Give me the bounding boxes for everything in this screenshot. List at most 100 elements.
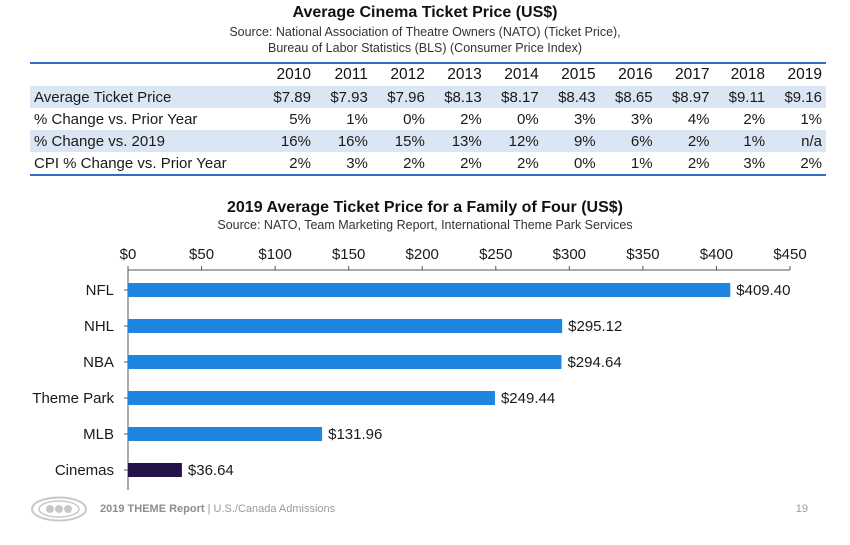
bar-nhl [128, 319, 563, 333]
table-header-row: 2010 2011 2012 2013 2014 2015 2016 2017 … [30, 63, 826, 86]
year-header: 2010 [276, 66, 311, 83]
bar-nfl [128, 283, 731, 297]
category-label: NHL [84, 318, 114, 335]
year-header: 2019 [787, 66, 822, 83]
table-title: Average Cinema Ticket Price (US$) [292, 4, 558, 21]
table-cell: $7.89 [258, 86, 315, 108]
table-cell: 2% [743, 110, 766, 128]
table-row: % Change vs. 2019 16% 16% 15% 13% 12% 9% 6% 2% 1%… [30, 130, 826, 152]
table-cell: 12% [485, 130, 543, 152]
x-tick-label: $200 [406, 246, 439, 263]
x-tick-label: $450 [773, 246, 806, 263]
table-cell: $7.96 [371, 86, 429, 108]
table-cell: 1% [346, 110, 368, 128]
data-label: $36.64 [188, 462, 234, 479]
x-tick-label: $150 [332, 246, 365, 263]
row-label: % Change vs. Prior Year [34, 110, 198, 128]
table-cell: $8.43 [542, 86, 600, 108]
table-cell: 0% [542, 152, 600, 176]
category-label: NBA [83, 354, 114, 371]
year-header: 2014 [504, 66, 539, 83]
table-cell: 16% [314, 130, 372, 152]
table-source-line1: Source: National Association of Theatre … [229, 25, 621, 39]
x-tick-label: $400 [700, 246, 733, 263]
table-cell: 4% [687, 110, 710, 128]
table-cell: 3% [573, 110, 596, 128]
table-header-blank [30, 63, 258, 86]
table-cell: n/a [769, 130, 826, 152]
year-header: 2013 [447, 66, 482, 83]
data-label: $131.96 [328, 426, 382, 443]
data-label: $249.44 [501, 390, 555, 407]
table-row: % Change vs. Prior Year 5% 1% 0% 2% 0% 3% 3% 4% 2… [30, 108, 826, 130]
table-cell: 16% [258, 130, 315, 152]
table-cell: 3% [630, 110, 653, 128]
table-cell: 2% [769, 152, 826, 176]
page-number: 19 [795, 503, 808, 515]
x-tick-label: $50 [189, 246, 214, 263]
ticket-price-table: 2010 2011 2012 2013 2014 2015 2016 2017 … [30, 62, 826, 176]
year-header: 2015 [561, 66, 596, 83]
year-header: 2011 [334, 66, 368, 83]
table-source: Source: National Association of Theatre … [0, 24, 850, 56]
year-header: 2016 [618, 66, 653, 83]
row-label: Average Ticket Price [30, 86, 258, 108]
chart-title: 2019 Average Ticket Price for a Family o… [227, 199, 623, 216]
data-label: $295.12 [568, 318, 622, 335]
table-cell: $9.11 [713, 86, 770, 108]
table-cell: 2% [656, 130, 714, 152]
table-cell: 3% [314, 152, 372, 176]
table-cell: 1% [713, 130, 770, 152]
category-label: Theme Park [32, 390, 114, 407]
bar-mlb [128, 427, 323, 441]
category-label: Cinemas [55, 462, 114, 479]
table-cell: $8.17 [485, 86, 543, 108]
table-cell: 5% [289, 110, 311, 128]
year-header: 2012 [390, 66, 425, 83]
table-cell: 9% [542, 130, 600, 152]
table-cell: 15% [371, 130, 429, 152]
table-cell: 1% [800, 110, 822, 128]
bar-cinemas [128, 463, 182, 477]
x-tick-label: $0 [120, 246, 137, 263]
table-cell: 2% [656, 152, 714, 176]
page-footer: 2019 THEME Report | U.S./Canada Admissio… [30, 496, 820, 524]
x-tick-label: $350 [626, 246, 659, 263]
x-tick-label: $300 [553, 246, 586, 263]
table-cell: 2% [428, 152, 486, 176]
chart-source: Source: NATO, Team Marketing Report, Int… [217, 218, 633, 232]
table-cell: 1% [599, 152, 657, 176]
bar-theme-park [128, 391, 495, 405]
table-cell: 2% [460, 110, 482, 128]
footer-report-title: 2019 THEME Report [100, 503, 205, 515]
year-header: 2017 [675, 66, 710, 83]
table-cell: 2% [258, 152, 315, 176]
footer-report-label: 2019 THEME Report | U.S./Canada Admissio… [100, 503, 335, 515]
table-cell: $8.97 [656, 86, 714, 108]
year-header: 2018 [730, 66, 766, 83]
family-ticket-bar-chart: $0 $50 $100 $150 $200 $250 $300 $350 $400 $450 NFL… [32, 246, 807, 490]
row-label: CPI % Change vs. Prior Year [30, 152, 258, 176]
table-row: Average Ticket Price $7.89 $7.93 $7.96 $8.13… [30, 86, 826, 108]
table-cell: $8.65 [599, 86, 657, 108]
data-label: $294.64 [567, 354, 621, 371]
table-cell: $8.13 [428, 86, 486, 108]
table-row: CPI % Change vs. Prior Year 2% 3% 2% 2% 2% 0% 1… [30, 152, 826, 176]
table-cell: 2% [485, 152, 543, 176]
bar-nba [128, 355, 562, 369]
footer-report-section: | U.S./Canada Admissions [204, 503, 336, 515]
table-cell: 2% [371, 152, 429, 176]
category-label: NFL [86, 282, 114, 299]
table-cell: $7.93 [314, 86, 372, 108]
table-cell: $9.16 [769, 86, 826, 108]
category-label: MLB [83, 426, 114, 443]
table-source-line2: Bureau of Labor Statistics (BLS) (Consum… [267, 41, 583, 55]
x-tick-label: $250 [479, 246, 512, 263]
row-label: % Change vs. 2019 [30, 130, 258, 152]
nato-logo-icon [31, 496, 87, 522]
table-cell: 0% [517, 110, 539, 128]
table-cell: 6% [599, 130, 657, 152]
table-cell: 3% [713, 152, 770, 176]
x-tick-label: $100 [258, 246, 291, 263]
data-label: $409.40 [736, 282, 790, 299]
